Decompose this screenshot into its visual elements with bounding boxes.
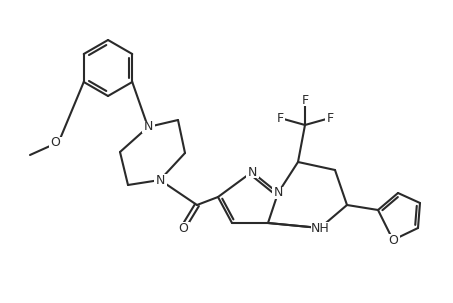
Text: F: F xyxy=(301,94,308,106)
Text: F: F xyxy=(276,112,284,125)
Bar xyxy=(141,121,154,133)
Bar xyxy=(48,137,62,149)
Bar xyxy=(275,112,285,124)
Text: F: F xyxy=(327,112,333,125)
Bar xyxy=(311,222,329,234)
Bar xyxy=(154,174,167,186)
Text: N: N xyxy=(143,121,153,134)
Text: N: N xyxy=(247,165,257,178)
Text: N: N xyxy=(155,174,165,187)
Bar xyxy=(325,112,335,124)
Text: O: O xyxy=(178,221,188,235)
Text: O: O xyxy=(50,136,60,149)
Bar xyxy=(271,187,284,199)
Bar xyxy=(246,166,259,178)
Bar xyxy=(300,95,310,105)
Text: N: N xyxy=(273,187,283,199)
Bar xyxy=(386,234,400,246)
Bar xyxy=(177,222,189,234)
Text: O: O xyxy=(388,234,398,247)
Text: NH: NH xyxy=(311,221,329,235)
